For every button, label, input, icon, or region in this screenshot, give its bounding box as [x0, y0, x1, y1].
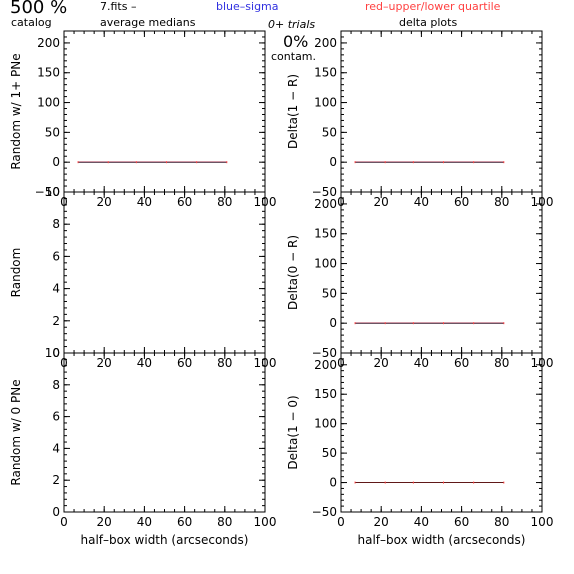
y-tick-label-bl-2: 4 [52, 441, 60, 455]
y-tick-label-br-4: 150 [314, 387, 337, 401]
y-tick-label-mr-0: −50 [312, 346, 337, 360]
y-tick-label-tr-2: 50 [322, 125, 337, 139]
contamination-percent: 0% [283, 32, 309, 51]
y-tick-label-tl-0: −50 [35, 185, 60, 199]
x-tick-label-tl-4: 80 [217, 195, 232, 209]
x-tick-label-ml-2: 40 [137, 356, 152, 370]
y-tick-label-bl-1: 2 [52, 473, 60, 487]
x-tick-label-mr-3: 60 [454, 356, 469, 370]
y-tick-label-br-3: 100 [314, 417, 337, 431]
x-tick-label-mr-4: 80 [494, 356, 509, 370]
x-tick-label-mr-1: 20 [374, 356, 389, 370]
blue-sigma-label: blue–sigma [216, 0, 279, 13]
y-axis-label-bl: Random w/ 0 PNe [9, 379, 23, 485]
x-tick-label-br-1: 20 [374, 515, 389, 529]
y-tick-label-br-2: 50 [322, 446, 337, 460]
y-tick-label-mr-2: 50 [322, 286, 337, 300]
x-tick-label-bl-5: 100 [254, 515, 277, 529]
y-tick-label-mr-3: 100 [314, 257, 337, 271]
y-tick-label-br-5: 200 [314, 358, 337, 372]
panel-frame-tl [63, 30, 266, 193]
y-axis-label-mr: Delta(0 − R) [286, 235, 300, 310]
y-tick-label-tr-0: −50 [312, 185, 337, 199]
panel-frame-mr [340, 191, 543, 354]
fits-name: 7.fits – [100, 0, 137, 13]
y-tick-label-ml-5: 10 [45, 185, 60, 199]
y-tick-label-ml-0: 0 [52, 346, 60, 360]
y-tick-label-br-1: 0 [329, 476, 337, 490]
y-tick-label-tl-3: 100 [37, 96, 60, 110]
y-tick-label-ml-3: 6 [52, 249, 60, 263]
y-tick-label-tl-5: 200 [37, 36, 60, 50]
red-quartile-label: red–upper/lower quartile [365, 0, 501, 13]
panel-frame-tr [340, 30, 543, 193]
catalog-label: catalog [11, 16, 52, 29]
x-tick-label-tr-4: 80 [494, 195, 509, 209]
y-tick-label-tl-4: 150 [37, 66, 60, 80]
panel-frame-bl [63, 352, 266, 513]
x-tick-label-tl-1: 20 [97, 195, 112, 209]
delta-plots-label: delta plots [399, 16, 458, 29]
y-tick-label-tr-3: 100 [314, 96, 337, 110]
x-tick-label-br-0: 0 [337, 515, 345, 529]
x-tick-label-mr-2: 40 [414, 356, 429, 370]
x-tick-label-ml-1: 20 [97, 356, 112, 370]
x-axis-label-bl: half–box width (arcseconds) [81, 533, 249, 547]
y-axis-label-br: Delta(1 − 0) [286, 395, 300, 469]
y-tick-label-mr-1: 0 [329, 316, 337, 330]
x-tick-label-br-5: 100 [531, 515, 554, 529]
y-tick-label-mr-5: 200 [314, 197, 337, 211]
y-tick-label-mr-4: 150 [314, 227, 337, 241]
x-tick-label-tl-2: 40 [137, 195, 152, 209]
x-axis-label-br: half–box width (arcseconds) [358, 533, 526, 547]
y-tick-label-tr-5: 200 [314, 36, 337, 50]
y-tick-label-bl-0: 0 [52, 505, 60, 519]
x-tick-label-br-2: 40 [414, 515, 429, 529]
x-tick-label-tr-1: 20 [374, 195, 389, 209]
x-tick-label-ml-3: 60 [177, 356, 192, 370]
y-tick-label-ml-2: 4 [52, 282, 60, 296]
x-tick-label-bl-1: 20 [97, 515, 112, 529]
y-tick-label-tl-2: 50 [45, 125, 60, 139]
y-tick-label-ml-1: 2 [52, 314, 60, 328]
y-axis-label-tr: Delta(1 − R) [286, 74, 300, 149]
x-tick-label-br-4: 80 [494, 515, 509, 529]
x-tick-label-bl-0: 0 [60, 515, 68, 529]
catalog-count: 500 % [10, 0, 68, 18]
y-tick-label-br-0: −50 [312, 505, 337, 519]
y-tick-label-ml-4: 8 [52, 217, 60, 231]
y-tick-label-bl-3: 6 [52, 410, 60, 424]
y-axis-label-ml: Random [9, 248, 23, 298]
trials-label: 0+ trials [268, 18, 316, 31]
average-medians-label: average medians [100, 16, 196, 29]
x-tick-label-tr-2: 40 [414, 195, 429, 209]
x-tick-label-bl-4: 80 [217, 515, 232, 529]
y-tick-label-tr-4: 150 [314, 66, 337, 80]
x-tick-label-ml-4: 80 [217, 356, 232, 370]
y-tick-label-bl-4: 8 [52, 378, 60, 392]
y-axis-label-tl: Random w/ 1+ PNe [9, 53, 23, 169]
x-tick-label-br-3: 60 [454, 515, 469, 529]
x-tick-label-bl-3: 60 [177, 515, 192, 529]
panel-frame-br [340, 352, 543, 513]
contamination-label: contam. [271, 50, 317, 63]
x-tick-label-tl-3: 60 [177, 195, 192, 209]
x-tick-label-tr-3: 60 [454, 195, 469, 209]
y-tick-label-bl-5: 10 [45, 346, 60, 360]
panel-frame-ml [63, 191, 266, 354]
x-tick-label-bl-2: 40 [137, 515, 152, 529]
y-tick-label-tr-1: 0 [329, 155, 337, 169]
y-tick-label-tl-1: 0 [52, 155, 60, 169]
